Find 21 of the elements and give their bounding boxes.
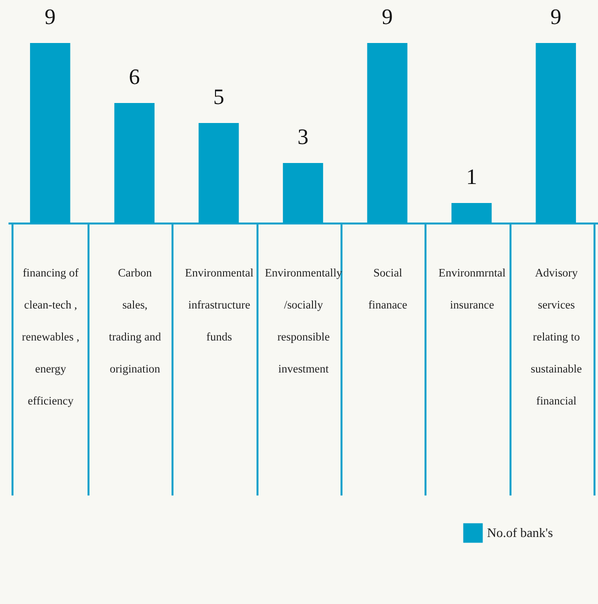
legend-label: No.of bank's: [487, 525, 553, 540]
bar: [367, 43, 408, 223]
data-label: 9: [382, 4, 393, 29]
bar: [282, 163, 324, 223]
data-label: 9: [550, 4, 562, 29]
category-label: financing of clean-tech , renewables , energy efficiency: [22, 268, 80, 408]
bar: [114, 103, 155, 223]
category-label: Advisory services relating to sustainable financial: [530, 268, 582, 408]
data-label: 5: [213, 84, 224, 109]
data-label: 1: [466, 164, 478, 189]
data-label: 9: [44, 4, 56, 29]
bar: [198, 123, 239, 223]
category-label: Social finanace: [368, 268, 408, 312]
category-label: Environmental infrastructure funds: [185, 268, 254, 344]
data-label: 3: [298, 124, 308, 149]
category-label: Carbon sales, trading and origination: [108, 268, 161, 376]
data-label: 6: [128, 64, 140, 89]
bar: [451, 203, 492, 223]
bar: [30, 43, 70, 223]
category-label: Environmrntal insurance: [438, 268, 506, 312]
bar: [536, 43, 576, 223]
